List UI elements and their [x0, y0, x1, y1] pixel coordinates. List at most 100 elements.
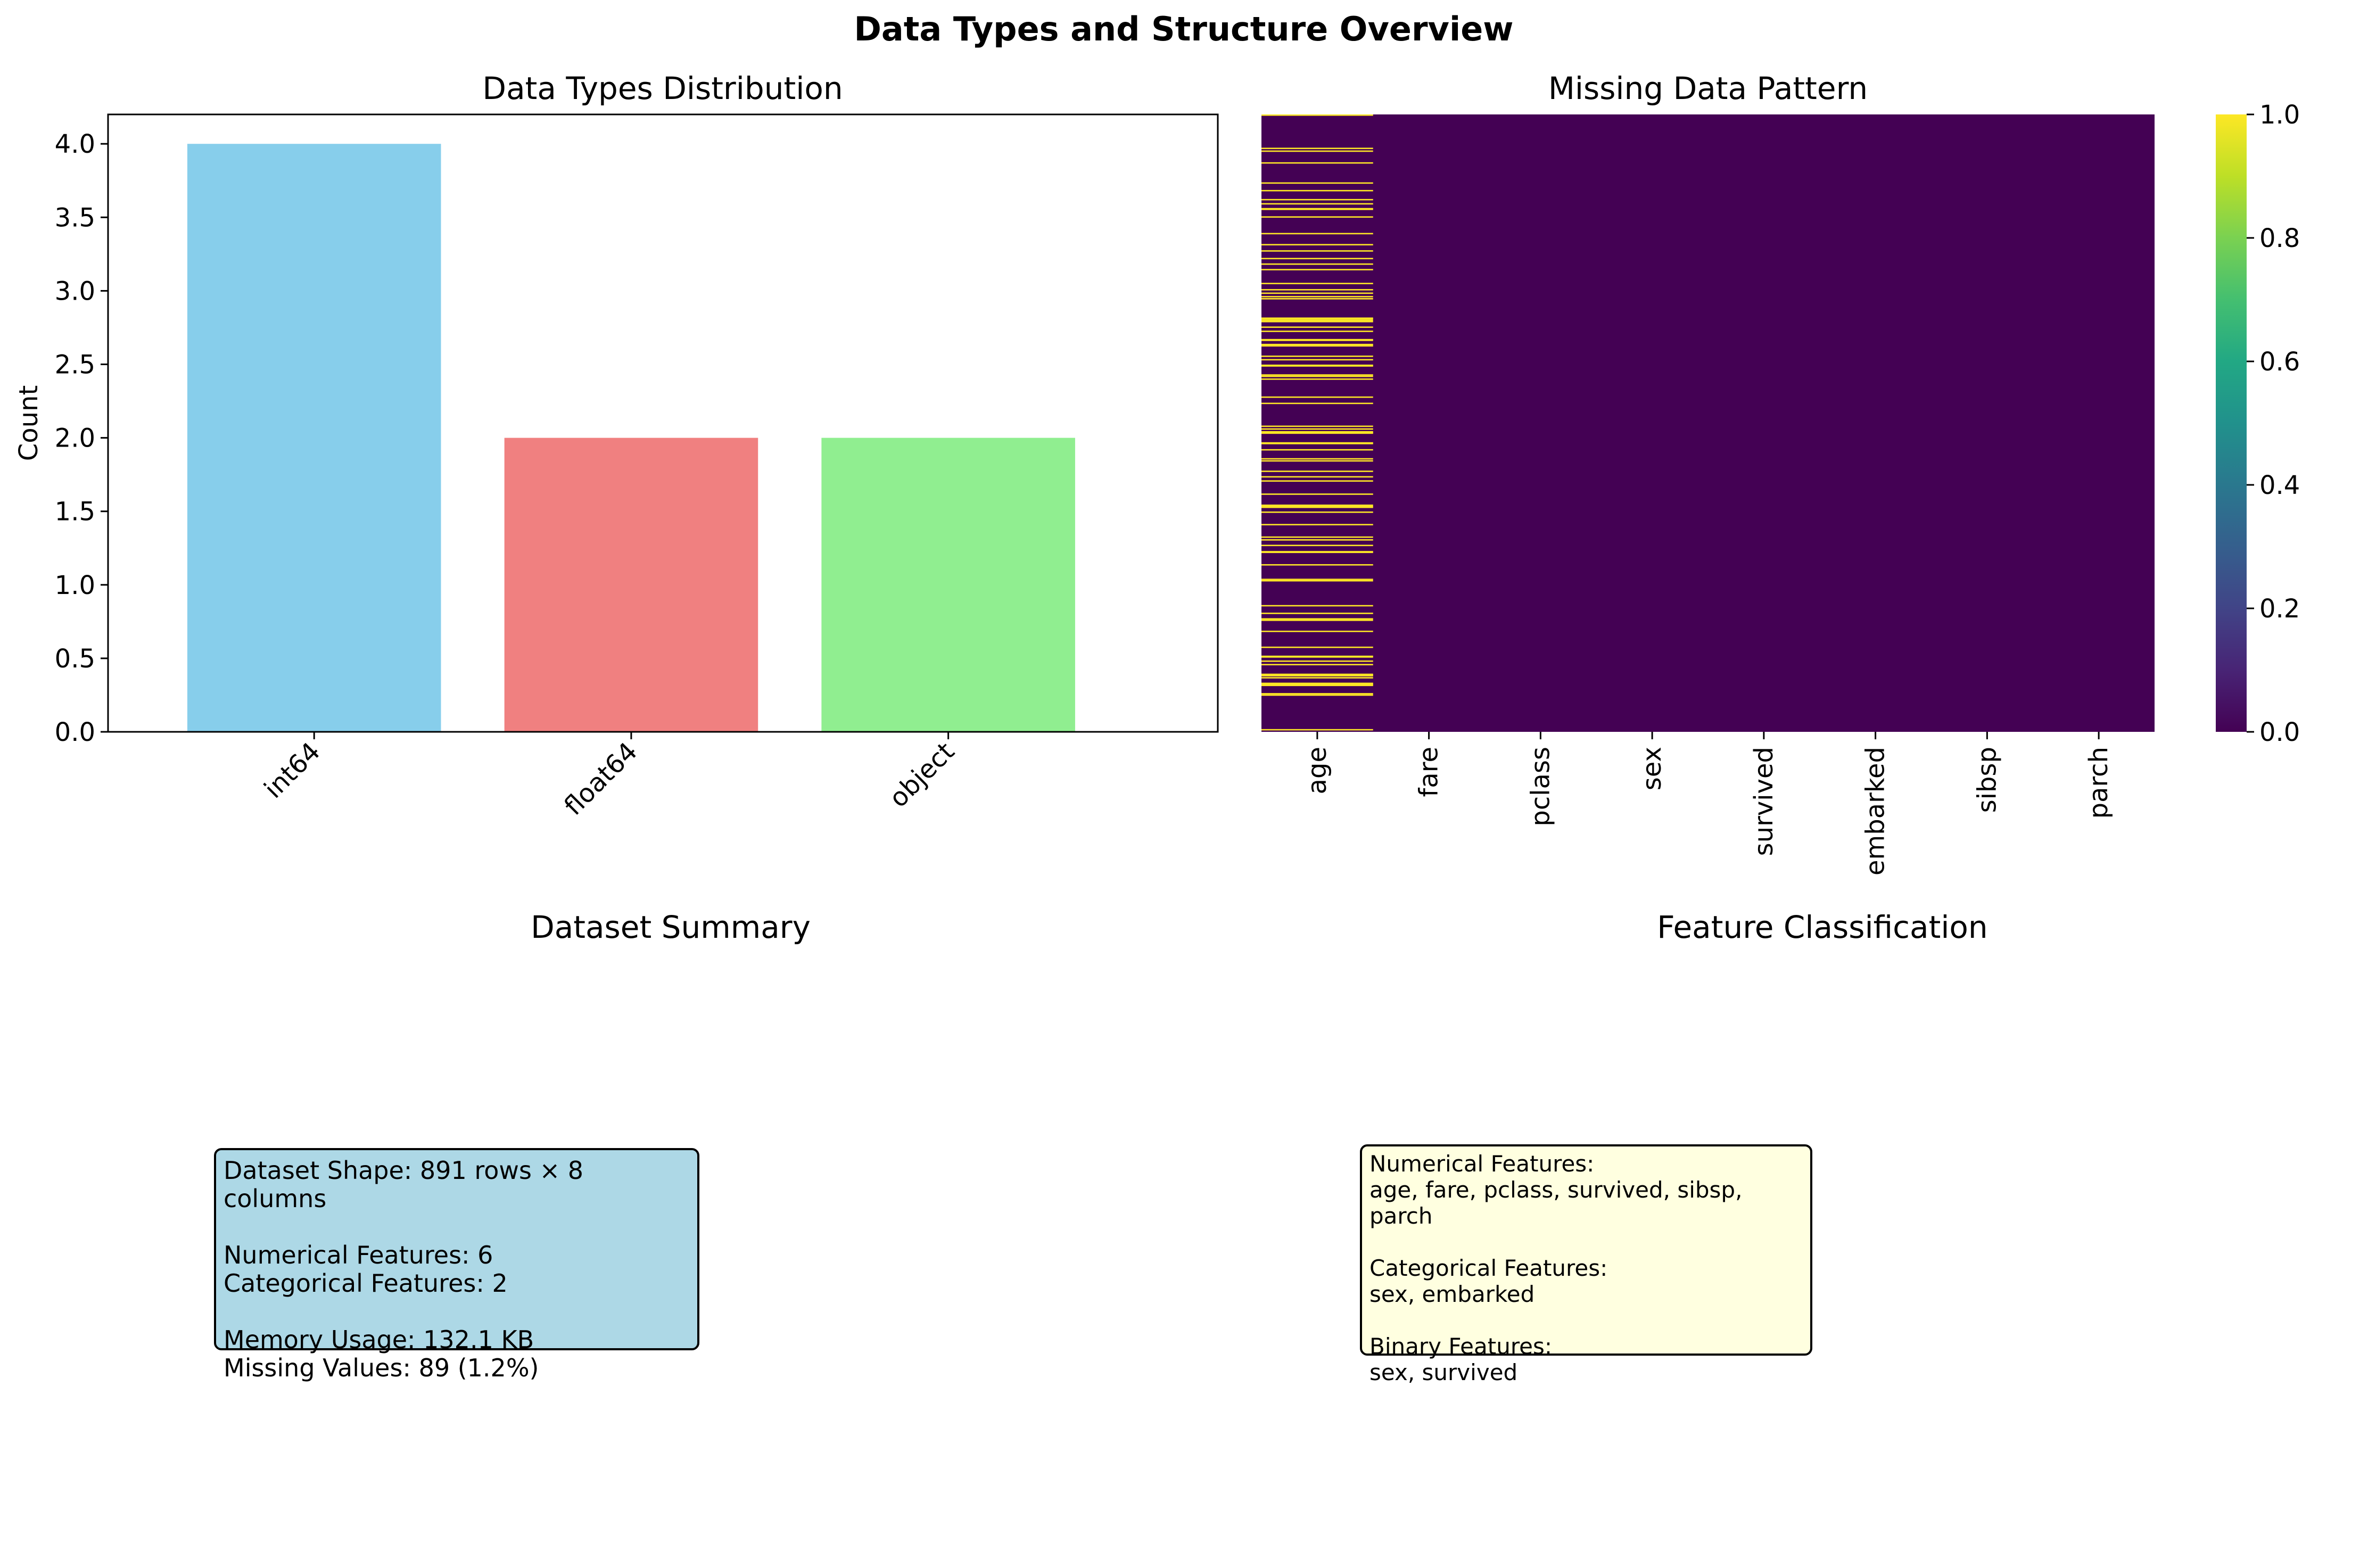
- missing-cell: [1261, 551, 1373, 554]
- summary-title: Dataset Summary: [531, 909, 811, 945]
- bar-int64: [187, 144, 441, 732]
- heatmap-column-label: survived: [1749, 747, 1779, 856]
- bar-chart-bars: [187, 144, 1075, 732]
- heatmap-title: Missing Data Pattern: [1548, 70, 1868, 106]
- missing-cell: [1261, 203, 1373, 205]
- heatmap-column-label: age: [1302, 747, 1332, 794]
- missing-cell: [1261, 209, 1373, 210]
- missing-cell: [1261, 684, 1373, 686]
- missing-cell: [1261, 345, 1373, 347]
- missing-cell: [1261, 476, 1373, 478]
- colorbar-tick-label: 0.4: [2259, 471, 2300, 500]
- missing-cell: [1261, 524, 1373, 526]
- missing-cell: [1261, 580, 1373, 582]
- missing-cell: [1261, 480, 1373, 482]
- missing-cell: [1261, 613, 1373, 614]
- ytick-label: 0.0: [55, 717, 95, 747]
- missing-cell: [1261, 693, 1373, 695]
- missing-cell: [1261, 579, 1373, 580]
- ytick-label: 2.0: [55, 424, 95, 453]
- colorbar-ticks: 0.0 0.2 0.4 0.6 0.8 1.0: [2247, 100, 2300, 747]
- missing-cell: [1261, 114, 1373, 116]
- missing-cell: [1261, 506, 1373, 508]
- ytick-label: 3.5: [55, 203, 95, 233]
- missing-cell: [1261, 269, 1373, 270]
- heatmap-column-label: fare: [1414, 747, 1444, 797]
- ytick-label: 2.5: [55, 350, 95, 380]
- missing-cell: [1261, 620, 1373, 621]
- missing-cell: [1261, 660, 1373, 662]
- feature-classification-box: Numerical Features: age, fare, pclass, s…: [1360, 1144, 1812, 1385]
- missing-cell: [1261, 539, 1373, 541]
- missing-cell: [1261, 396, 1373, 398]
- heatmap-column-label: sex: [1637, 747, 1667, 790]
- missing-cell: [1261, 250, 1373, 252]
- missing-cell: [1261, 339, 1373, 341]
- missing-cell: [1261, 289, 1373, 291]
- missing-cell: [1261, 683, 1373, 685]
- missing-cell: [1261, 317, 1373, 319]
- missing-cell: [1261, 233, 1373, 235]
- colorbar-tick-label: 0.2: [2259, 594, 2300, 624]
- colorbar-gradient: [2216, 114, 2247, 732]
- missing-cell: [1261, 493, 1373, 495]
- bar-chart-frame: [107, 113, 1219, 733]
- missing-cell: [1261, 182, 1373, 184]
- missing-cell: [1261, 244, 1373, 246]
- xtick-label: int64: [259, 737, 326, 804]
- missing-cell: [1261, 318, 1373, 320]
- bar-chart-ylabel: Count: [14, 385, 44, 461]
- missing-cell: [1261, 359, 1373, 361]
- missing-cell: [1261, 375, 1373, 377]
- heatmap-column-label: embarked: [1861, 747, 1891, 876]
- heatmap-background: [1261, 114, 2155, 732]
- missing-cell: [1261, 319, 1373, 321]
- xtick-label: float64: [558, 737, 643, 821]
- missing-cell: [1261, 365, 1373, 367]
- missing-cell: [1261, 664, 1373, 666]
- missing-cell: [1261, 682, 1373, 684]
- missing-cell: [1261, 364, 1373, 366]
- missing-cell: [1261, 471, 1373, 472]
- missing-cell: [1261, 449, 1373, 451]
- missing-cell: [1261, 296, 1373, 298]
- missing-cell: [1261, 258, 1373, 260]
- colorbar-tick-label: 0.0: [2259, 717, 2300, 747]
- colorbar-tick-label: 0.6: [2259, 347, 2300, 377]
- missing-cell: [1261, 460, 1373, 462]
- missing-cell: [1261, 605, 1373, 607]
- missing-cell: [1261, 694, 1373, 696]
- xtick-label: object: [884, 737, 960, 813]
- missing-cell: [1261, 356, 1373, 357]
- heatmap-column-label: sibsp: [1972, 747, 2002, 813]
- missing-cell: [1261, 147, 1373, 150]
- missing-cell: [1261, 618, 1373, 620]
- missing-cell: [1261, 150, 1373, 152]
- figure-title: Data Types and Structure Overview: [854, 10, 1513, 48]
- missing-cell: [1261, 216, 1373, 218]
- missing-cell: [1261, 343, 1373, 345]
- missing-cell: [1261, 428, 1373, 430]
- missing-cell: [1261, 283, 1373, 284]
- bar-chart-xticks: int64 float64 object: [259, 732, 960, 821]
- missing-cell: [1261, 674, 1373, 676]
- missing-cell: [1261, 189, 1373, 192]
- missing-cell: [1261, 425, 1373, 427]
- missing-cell: [1261, 729, 1373, 731]
- missing-cell: [1261, 208, 1373, 210]
- ytick-label: 0.5: [55, 644, 95, 674]
- colorbar-tick-label: 1.0: [2259, 100, 2300, 130]
- heatmap-xticks: age fare pclass sex survived embarked sibsp par…: [1302, 732, 2114, 876]
- missing-cell: [1261, 506, 1373, 508]
- missing-cell: [1261, 564, 1373, 566]
- bar-float64: [504, 438, 758, 732]
- colorbar: 0.0 0.2 0.4 0.6 0.8 1.0: [2216, 100, 2300, 747]
- missing-cell: [1261, 432, 1373, 434]
- missing-cell: [1261, 162, 1373, 164]
- bar-chart: Data Types Distribution Count 0.0 0.5 1.0 1…: [14, 70, 1219, 821]
- missing-cell: [1261, 684, 1373, 687]
- missing-cell: [1261, 331, 1373, 332]
- missing-cell: [1261, 374, 1373, 376]
- ytick-label: 1.5: [55, 497, 95, 527]
